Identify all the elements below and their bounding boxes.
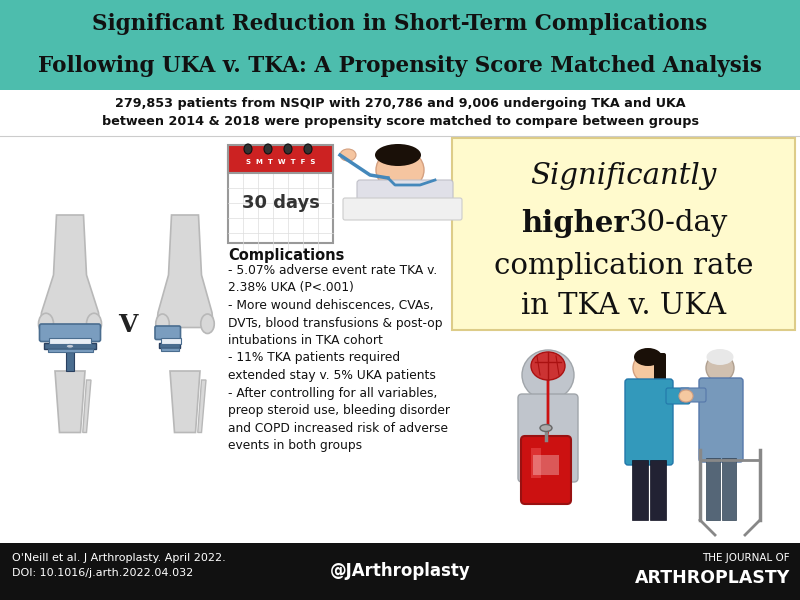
Ellipse shape bbox=[38, 313, 54, 334]
Text: THE JOURNAL OF: THE JOURNAL OF bbox=[702, 553, 790, 563]
Ellipse shape bbox=[86, 313, 102, 334]
FancyBboxPatch shape bbox=[155, 326, 181, 340]
FancyBboxPatch shape bbox=[625, 379, 673, 465]
Text: Following UKA v. TKA: A Propensity Score Matched Analysis: Following UKA v. TKA: A Propensity Score… bbox=[38, 55, 762, 77]
Ellipse shape bbox=[340, 149, 356, 161]
Ellipse shape bbox=[264, 144, 272, 154]
Text: @JArthroplasty: @JArthroplasty bbox=[330, 562, 470, 580]
Text: 279,853 patients from NSQIP with 270,786 and 9,006 undergoing TKA and UKA: 279,853 patients from NSQIP with 270,786… bbox=[114, 97, 686, 109]
Polygon shape bbox=[198, 380, 206, 433]
FancyBboxPatch shape bbox=[680, 388, 706, 402]
Bar bbox=[161, 338, 181, 344]
Text: ARTHROPLASTY: ARTHROPLASTY bbox=[634, 569, 790, 587]
FancyBboxPatch shape bbox=[518, 394, 578, 482]
Ellipse shape bbox=[531, 352, 565, 380]
Bar bbox=[44, 343, 96, 349]
Bar bbox=[452, 138, 795, 330]
Bar bbox=[533, 455, 559, 475]
Bar bbox=[66, 352, 74, 371]
Text: complication rate: complication rate bbox=[494, 252, 754, 280]
Ellipse shape bbox=[540, 425, 552, 431]
Text: 30 days: 30 days bbox=[242, 194, 319, 212]
Bar bbox=[158, 343, 180, 348]
Bar bbox=[49, 338, 91, 344]
Text: O'Neill et al. J Arthroplasty. April 2022.
DOI: 10.1016/j.arth.2022.04.032: O'Neill et al. J Arthroplasty. April 202… bbox=[12, 553, 226, 578]
Bar bbox=[722, 458, 736, 520]
Text: in TKA v. UKA: in TKA v. UKA bbox=[521, 292, 726, 320]
Bar bbox=[650, 460, 666, 520]
Text: Significantly: Significantly bbox=[530, 162, 717, 190]
Text: S  M  T  W  T  F  S: S M T W T F S bbox=[246, 159, 315, 165]
Ellipse shape bbox=[633, 353, 663, 383]
Bar bbox=[531, 448, 541, 478]
Ellipse shape bbox=[201, 314, 214, 334]
Polygon shape bbox=[40, 215, 100, 328]
Text: Complications: Complications bbox=[228, 248, 344, 263]
FancyBboxPatch shape bbox=[699, 378, 743, 462]
Text: higher: higher bbox=[522, 208, 630, 238]
FancyBboxPatch shape bbox=[666, 388, 690, 404]
Bar bbox=[0, 0, 800, 90]
Bar bbox=[0, 543, 800, 600]
Polygon shape bbox=[55, 371, 85, 433]
Bar bbox=[706, 458, 720, 520]
FancyBboxPatch shape bbox=[228, 153, 333, 243]
FancyBboxPatch shape bbox=[357, 180, 453, 211]
Text: Significant Reduction in Short-Term Complications: Significant Reduction in Short-Term Comp… bbox=[92, 13, 708, 35]
FancyBboxPatch shape bbox=[521, 436, 571, 504]
Text: - 5.07% adverse event rate TKA v.
2.38% UKA (P<.001)
- More wound dehiscences, C: - 5.07% adverse event rate TKA v. 2.38% … bbox=[228, 264, 450, 452]
Polygon shape bbox=[170, 371, 200, 433]
Bar bbox=[632, 460, 648, 520]
Ellipse shape bbox=[706, 349, 734, 365]
Polygon shape bbox=[157, 215, 214, 328]
Bar bbox=[228, 145, 333, 173]
Ellipse shape bbox=[522, 350, 574, 400]
Ellipse shape bbox=[66, 344, 74, 348]
Ellipse shape bbox=[375, 144, 421, 166]
Ellipse shape bbox=[634, 348, 662, 366]
Text: V: V bbox=[118, 313, 138, 337]
Text: between 2014 & 2018 were propensity score matched to compare between groups: between 2014 & 2018 were propensity scor… bbox=[102, 115, 698, 128]
FancyBboxPatch shape bbox=[39, 324, 101, 341]
Polygon shape bbox=[82, 380, 91, 433]
Bar bbox=[47, 349, 93, 352]
Ellipse shape bbox=[284, 144, 292, 154]
FancyBboxPatch shape bbox=[343, 198, 462, 220]
Ellipse shape bbox=[679, 390, 693, 402]
Ellipse shape bbox=[244, 144, 252, 154]
Ellipse shape bbox=[157, 326, 169, 337]
Ellipse shape bbox=[304, 144, 312, 154]
Bar bbox=[161, 348, 179, 351]
Ellipse shape bbox=[706, 354, 734, 382]
Ellipse shape bbox=[376, 149, 424, 191]
Text: 30-day: 30-day bbox=[629, 209, 728, 237]
FancyBboxPatch shape bbox=[654, 353, 666, 387]
Ellipse shape bbox=[156, 314, 170, 334]
